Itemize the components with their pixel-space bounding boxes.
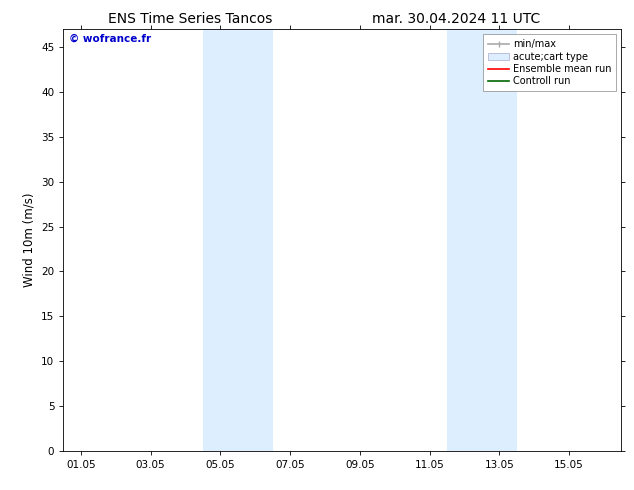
Y-axis label: Wind 10m (m/s): Wind 10m (m/s) xyxy=(23,193,36,287)
Bar xyxy=(447,29,517,451)
Text: ENS Time Series Tancos: ENS Time Series Tancos xyxy=(108,12,273,26)
Text: © wofrance.fr: © wofrance.fr xyxy=(69,34,151,44)
Text: mar. 30.04.2024 11 UTC: mar. 30.04.2024 11 UTC xyxy=(372,12,541,26)
Bar xyxy=(203,29,273,451)
Legend: min/max, acute;cart type, Ensemble mean run, Controll run: min/max, acute;cart type, Ensemble mean … xyxy=(483,34,616,91)
